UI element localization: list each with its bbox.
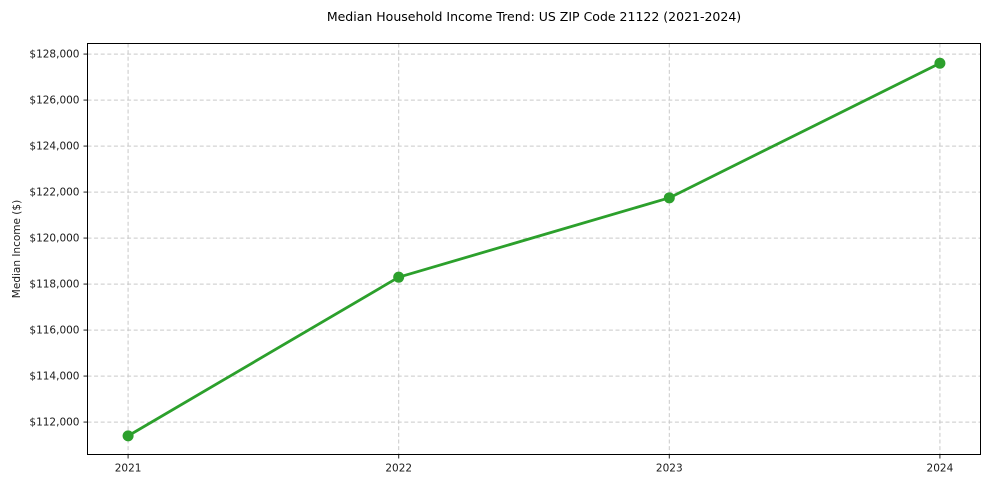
- y-tick-label: $126,000: [29, 95, 79, 107]
- y-tick-label: $114,000: [29, 371, 79, 383]
- y-tick-label: $112,000: [29, 417, 79, 429]
- y-tick-label: $116,000: [29, 325, 79, 337]
- x-tick-label: 2021: [115, 463, 142, 475]
- plot-border: [87, 43, 981, 455]
- y-tick-label: $122,000: [29, 187, 79, 199]
- x-tick-label: 2023: [656, 463, 683, 475]
- x-tick-label: 2022: [385, 463, 412, 475]
- data-point: [122, 430, 134, 442]
- income-trend-line: [126, 61, 942, 438]
- chart-title: Median Household Income Trend: US ZIP Co…: [326, 9, 742, 24]
- y-tick-label: $124,000: [29, 141, 79, 153]
- y-tick-label: $128,000: [29, 49, 79, 61]
- data-point: [663, 192, 675, 204]
- data-point: [393, 271, 405, 283]
- y-tick-label: $120,000: [29, 233, 79, 245]
- y-tick-label: $118,000: [29, 279, 79, 291]
- data-point: [934, 57, 946, 69]
- x-tick-label: 2024: [927, 463, 954, 475]
